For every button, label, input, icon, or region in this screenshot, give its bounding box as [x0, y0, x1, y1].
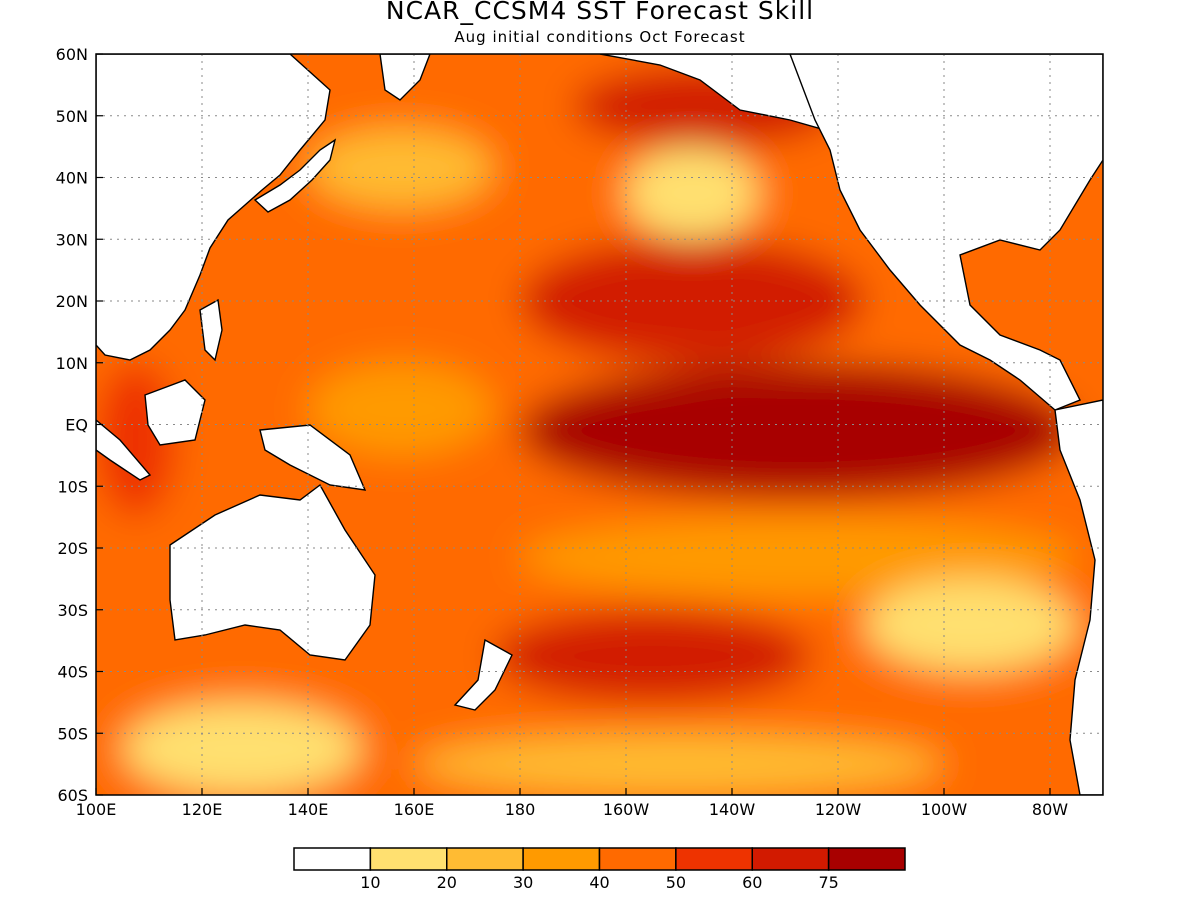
- land-new-guinea: [259, 424, 367, 491]
- colorbar-label: 30: [513, 873, 533, 892]
- region-kuroshio-extension: [308, 128, 494, 209]
- colorbar-label: 20: [437, 873, 457, 892]
- map-subtitle: Aug initial conditions Oct Forecast: [454, 28, 746, 46]
- y-tick-label: 50N: [56, 107, 88, 126]
- y-tick-label: 30S: [57, 601, 88, 620]
- y-tick-label: EQ: [65, 416, 88, 435]
- y-axis: 60N 50N 40N 30N 20N 10N EQ 10S 20S 30S 40S 50S 60S: [56, 45, 103, 805]
- y-tick-label: 10S: [57, 477, 88, 496]
- x-tick-label: 140W: [709, 800, 756, 819]
- x-tick-label: 160W: [603, 800, 650, 819]
- y-tick-label: 30N: [56, 230, 88, 249]
- y-tick-label: 50S: [57, 724, 88, 743]
- x-axis: 100E 120E 140E 160E 180 160W 140W 120W 100W 80W: [76, 788, 1068, 819]
- x-tick-label: 100W: [921, 800, 968, 819]
- colorbar-swatch: [598, 847, 677, 871]
- region-east-pacific-equatorial: [520, 362, 1077, 499]
- region-west-pacific-warm-pool: [308, 362, 494, 456]
- land-japan: [253, 138, 337, 213]
- land-north-america: [789, 54, 1103, 411]
- region-south-of-australia: [122, 702, 361, 795]
- colorbar-swatch: [675, 847, 753, 871]
- region-northeast-pacific-warm-blob: [626, 146, 759, 240]
- y-tick-label: 40S: [57, 663, 88, 682]
- x-tick-label: 140E: [288, 800, 329, 819]
- map-title: NCAR_CCSM4 SST Forecast Skill: [385, 0, 815, 25]
- region-southern-ocean-band: [414, 733, 944, 795]
- plot-area: [96, 54, 1103, 795]
- colorbar-label: 75: [818, 873, 838, 892]
- graticule: [96, 54, 1103, 795]
- x-tick-label: 180: [505, 800, 536, 819]
- region-southeast-pacific: [864, 578, 1077, 672]
- colorbar: 10 20 30 40 50 60 75: [293, 847, 906, 892]
- colorbar-swatch: [522, 847, 601, 871]
- colorbar-swatch: [293, 847, 372, 871]
- y-tick-label: 20N: [56, 292, 88, 311]
- region-south-pacific-subtropical-band: [520, 517, 1077, 598]
- land-new-zealand: [453, 638, 513, 711]
- colorbar-label: 50: [666, 873, 686, 892]
- colorbar-label: 10: [360, 873, 380, 892]
- colorbar-label: 60: [742, 873, 762, 892]
- colorbar-swatch: [751, 847, 830, 871]
- x-tick-label: 80W: [1032, 800, 1068, 819]
- colorbar-swatch: [369, 847, 448, 871]
- x-tick-label: 160E: [394, 800, 435, 819]
- land-borneo: [144, 379, 206, 446]
- land-kamchatka: [379, 54, 431, 101]
- x-tick-label: 120W: [815, 800, 862, 819]
- region-central-south-pacific: [493, 609, 812, 703]
- land-asia: [96, 54, 331, 361]
- skill-field: [96, 54, 1103, 795]
- y-tick-label: 60S: [57, 786, 88, 805]
- land-australia: [169, 483, 376, 661]
- y-tick-label: 10N: [56, 354, 88, 373]
- land-philippines: [199, 298, 223, 362]
- x-tick-label: 100E: [76, 800, 117, 819]
- land-sumatra: [96, 419, 152, 481]
- land-masses: [96, 54, 1103, 795]
- y-tick-label: 40N: [56, 169, 88, 188]
- y-tick-label: 20S: [57, 539, 88, 558]
- colorbar-label: 40: [589, 873, 609, 892]
- colorbar-swatch: [446, 847, 524, 871]
- y-tick-label: 60N: [56, 45, 88, 64]
- colorbar-swatch: [827, 847, 906, 871]
- land-south-america: [1054, 399, 1103, 795]
- x-tick-label: 120E: [182, 800, 223, 819]
